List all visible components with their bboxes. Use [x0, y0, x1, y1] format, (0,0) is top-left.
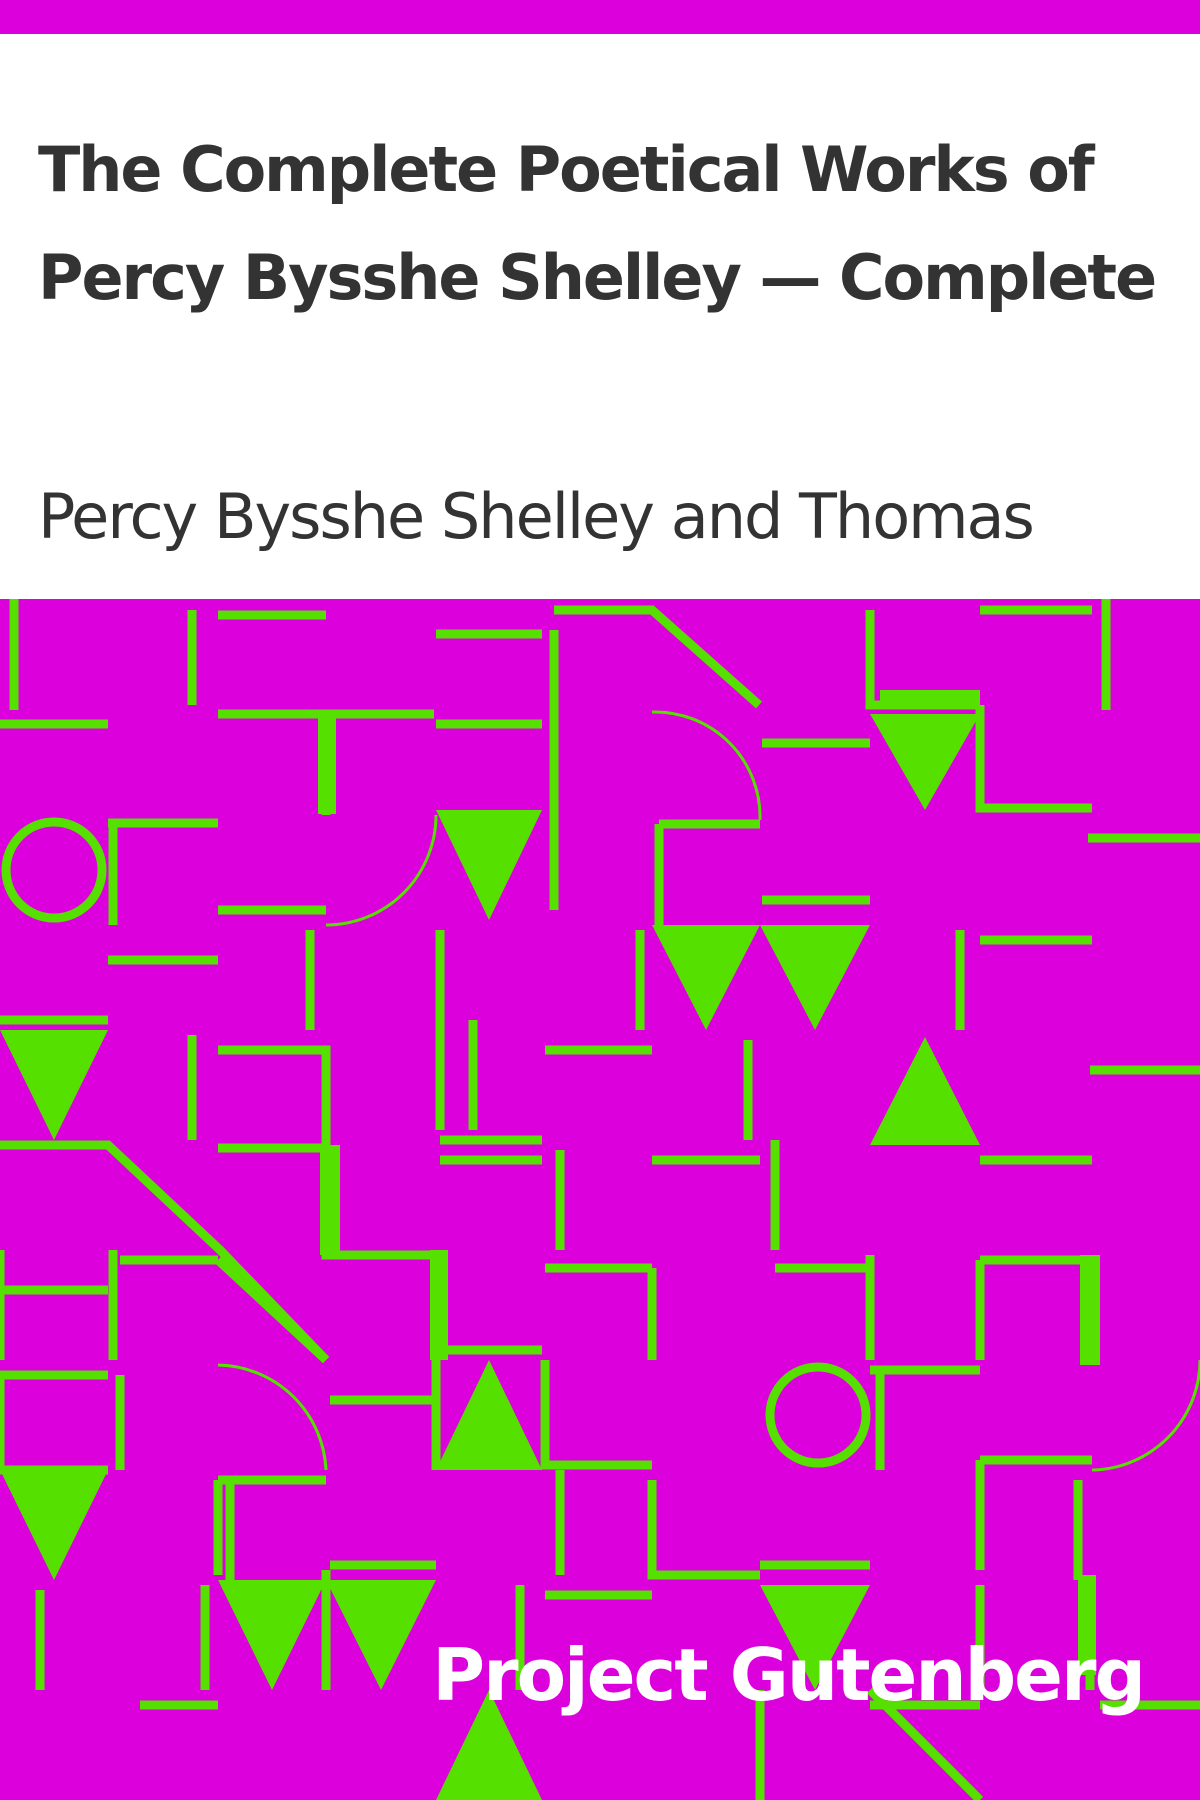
book-author: Percy Bysshe Shelley and Thomas — [38, 480, 1035, 553]
pattern-circles — [1, 817, 871, 1468]
pattern-thick-bars — [318, 690, 1100, 1675]
publisher-name: Project Gutenberg — [432, 1633, 1146, 1717]
title-panel: The Complete Poetical Works of Percy Bys… — [0, 34, 1200, 599]
book-title: The Complete Poetical Works of Percy Bys… — [38, 133, 1157, 314]
top-color-band — [0, 0, 1200, 34]
geometric-pattern — [0, 599, 1200, 1800]
pattern-arcs — [217, 710, 1200, 1472]
pattern-triangles — [0, 714, 980, 1800]
pattern-lines — [0, 599, 1200, 1800]
